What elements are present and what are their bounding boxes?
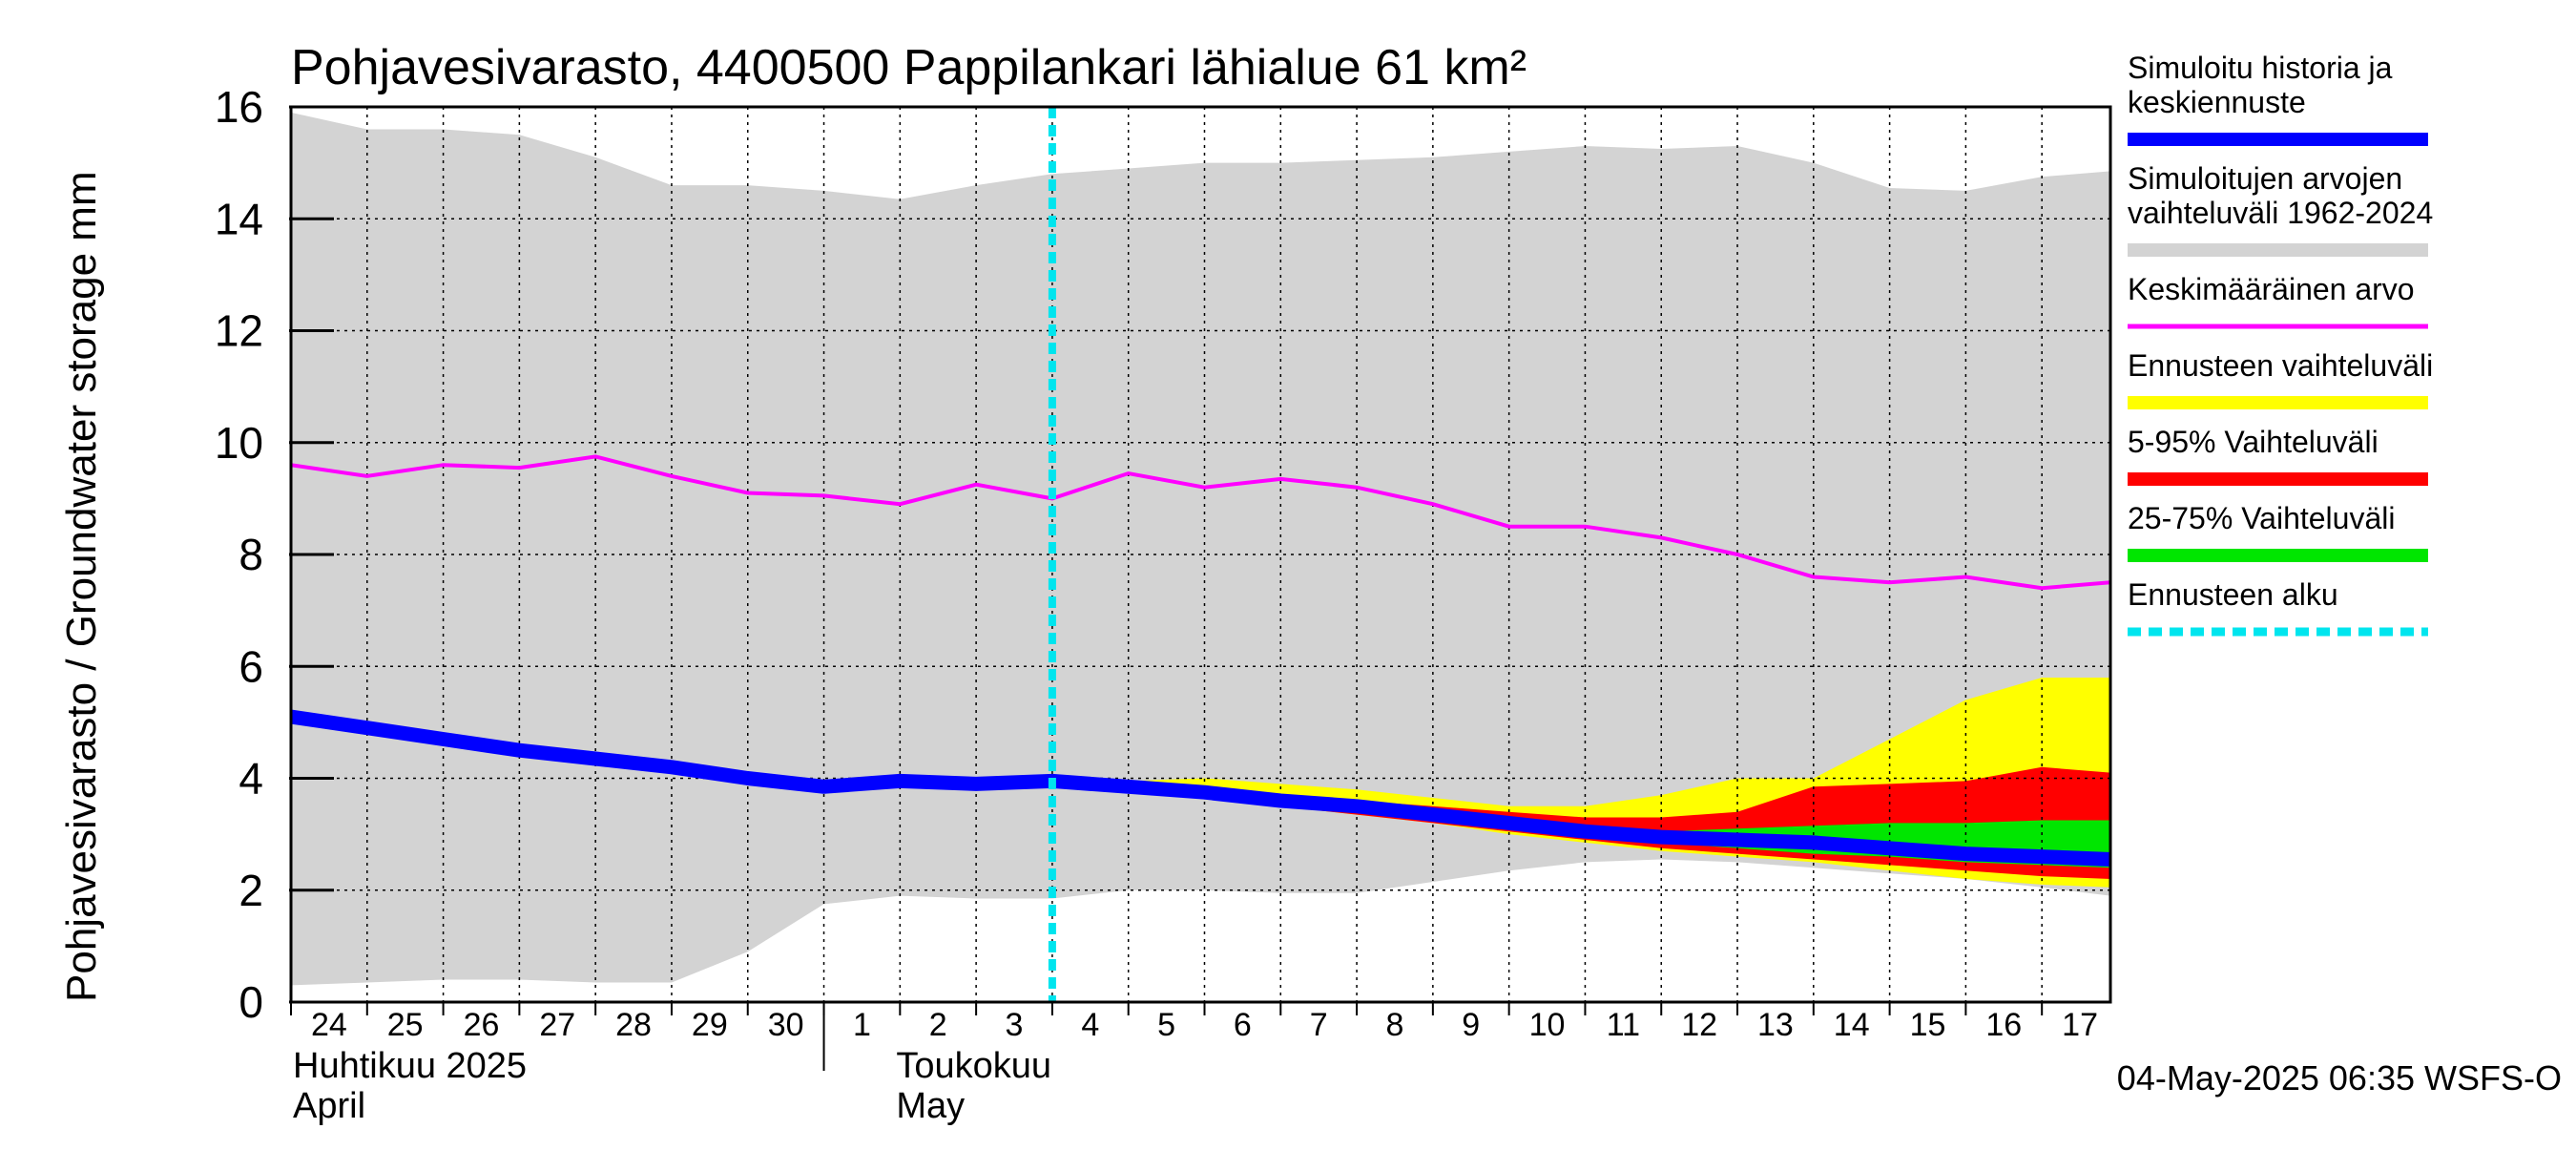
legend-item-mean: Keskimääräinen arvo [2128,272,2428,329]
x-tick-label: 11 [1607,1007,1640,1043]
legend-label: Ennusteen alku [2128,577,2338,612]
footer-timestamp: 04-May-2025 06:35 WSFS-O [2117,1058,2562,1098]
simulation-line [291,709,2110,867]
y-tick-label: 12 [215,306,263,356]
x-tick-label: 27 [539,1007,575,1043]
y-tick-label: 10 [215,418,263,468]
month-label-english: May [896,1086,965,1126]
x-tick-label: 17 [2062,1007,2098,1043]
y-tick-label: 16 [215,82,263,132]
x-tick-label: 6 [1234,1007,1252,1043]
x-tick-label: 26 [464,1007,500,1043]
grid-layer [291,107,2110,1002]
y-tick-label: 2 [239,866,263,915]
legend-label: keskiennuste [2128,85,2306,119]
y-tick-label: 4 [239,754,263,804]
x-tick-label: 10 [1529,1007,1566,1043]
y-axis-label: Pohjavesivarasto / Groundwater storage m… [58,171,105,1002]
y-tick-label: 6 [239,641,263,691]
x-tick-label: 12 [1681,1007,1717,1043]
legend-label: Simuloitu historia ja [2128,51,2393,85]
x-tick-label: 28 [615,1007,652,1043]
lines-layer [291,107,2110,1002]
x-tick-label: 5 [1157,1007,1175,1043]
legend-item-forecast_start: Ennusteen alku [2128,577,2428,637]
x-tick-label: 24 [311,1007,347,1043]
x-tick-label: 9 [1462,1007,1480,1043]
mean-line [291,454,2110,591]
legend-item-band_5_95: 5-95% Vaihteluväli [2128,425,2428,486]
month-label: Toukokuu [896,1046,1051,1086]
legend: Simuloitu historia jakeskiennusteSimuloi… [2128,51,2433,637]
legend-item-band_25_75: 25-75% Vaihteluväli [2128,501,2428,562]
x-tick-label: 2 [929,1007,947,1043]
x-tick-label: 30 [768,1007,804,1043]
y-tick-label: 14 [215,194,263,243]
x-tick-label: 15 [1910,1007,1946,1043]
x-tick-label: 8 [1386,1007,1404,1043]
legend-item-forecast_range: Ennusteen vaihteluväli [2128,348,2433,409]
x-tick-label: 16 [1985,1007,2022,1043]
x-tick-label: 29 [692,1007,728,1043]
x-tick-label: 14 [1834,1007,1870,1043]
legend-label: 5-95% Vaihteluväli [2128,425,2379,459]
bands-layer [291,112,2110,986]
historical-range-band [291,112,2110,986]
month-label-english: April [293,1086,365,1126]
x-tick-label: 25 [387,1007,424,1043]
legend-label: Simuloitujen arvojen [2128,161,2402,196]
chart-title: Pohjavesivarasto, 4400500 Pappilankari l… [291,40,1527,95]
y-tick-label: 0 [239,977,263,1027]
legend-label: Keskimääräinen arvo [2128,272,2415,306]
legend-label: Ennusteen vaihteluväli [2128,348,2433,383]
month-label: Huhtikuu 2025 [293,1046,527,1086]
legend-label: vaihteluväli 1962-2024 [2128,196,2433,230]
y-tick-label: 8 [239,530,263,579]
x-tick-label: 7 [1310,1007,1328,1043]
x-tick-label: 1 [853,1007,871,1043]
x-tick-label: 3 [1006,1007,1024,1043]
legend-label: 25-75% Vaihteluväli [2128,501,2395,535]
x-tick-label: 4 [1081,1007,1099,1043]
x-tick-label: 13 [1757,1007,1794,1043]
